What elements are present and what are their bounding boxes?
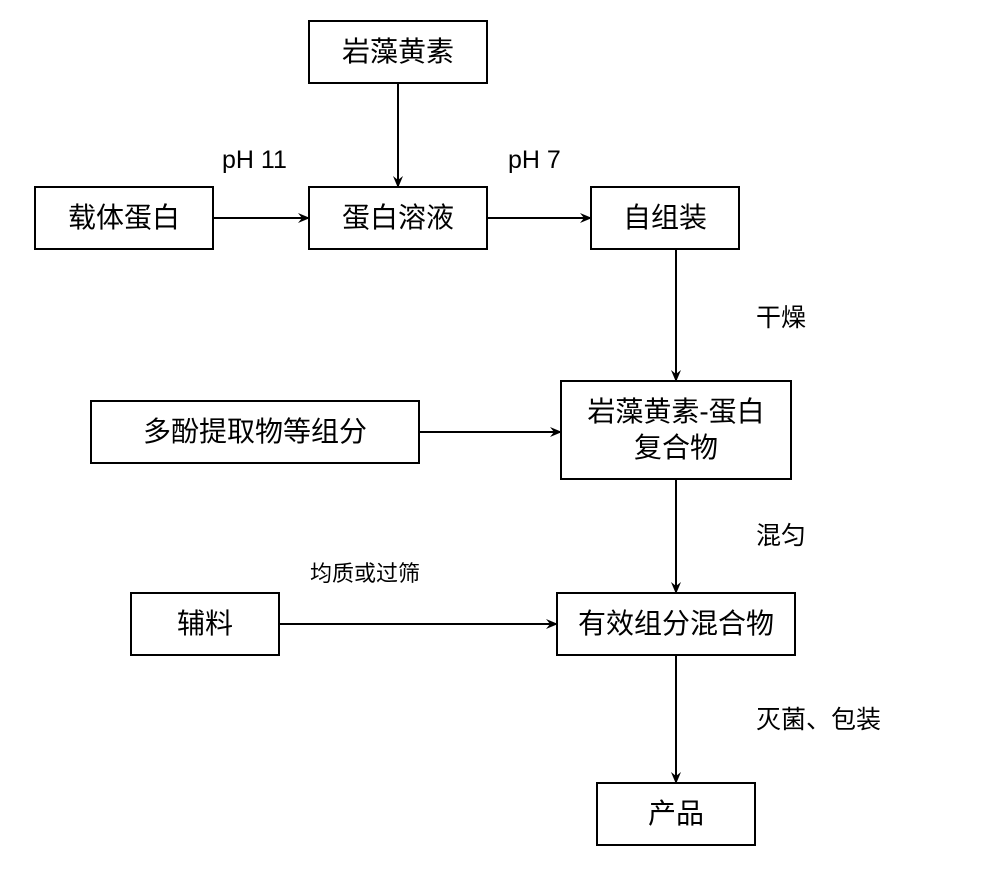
edge-label-3: 干燥	[756, 298, 806, 334]
flowchart-canvas: 岩藻黄素载体蛋白 蛋白溶液 自组装多酚提取物等组分 岩藻黄素-蛋白复合物辅料 有效组分混…	[0, 0, 1000, 889]
node-n_fucoxanthin: 岩藻黄素	[308, 20, 488, 84]
edge-label-6: 均质或过筛	[310, 556, 420, 588]
node-n_mixture: 有效组分混合物	[556, 592, 796, 656]
node-n_self_assembly: 自组装	[590, 186, 740, 250]
edge-label-7: 灭菌、包装	[756, 700, 881, 736]
node-n_polyphenol: 多酚提取物等组分	[90, 400, 420, 464]
node-n_complex: 岩藻黄素-蛋白复合物	[560, 380, 792, 480]
edge-label-2: pH 7	[508, 146, 561, 175]
node-n_product: 产品	[596, 782, 756, 846]
node-n_carrier: 载体蛋白	[34, 186, 214, 250]
node-n_protein_sol: 蛋白溶液	[308, 186, 488, 250]
edge-label-1: pH 11	[222, 146, 287, 175]
edge-label-5: 混匀	[756, 516, 806, 552]
node-n_excipient: 辅料	[130, 592, 280, 656]
